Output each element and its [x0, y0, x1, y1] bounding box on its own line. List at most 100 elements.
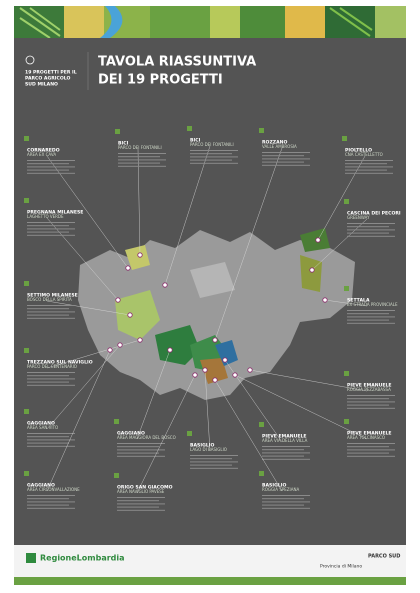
- project-icon: [24, 471, 29, 476]
- leader-line: [46, 300, 131, 316]
- text-line: [27, 314, 69, 316]
- text-line: [27, 222, 75, 223]
- text-line: [347, 407, 395, 409]
- project-name: GAGGIANO: [27, 421, 55, 427]
- text-line: [27, 504, 69, 506]
- text-line: [190, 150, 238, 151]
- text-line: [262, 152, 310, 153]
- text-line: [118, 165, 166, 167]
- text-line: [262, 155, 304, 157]
- project-icon: [344, 286, 349, 291]
- project-area: VALLE AMBROSIA: [262, 144, 297, 149]
- map-pin: [137, 337, 143, 343]
- region-logo: [26, 553, 36, 563]
- text-line: [190, 467, 238, 469]
- project-icon: [187, 431, 192, 436]
- text-line: [27, 507, 75, 509]
- project-name: TREZZANO SUL NAVIGLIO: [27, 360, 93, 366]
- text-line: [27, 501, 75, 503]
- leader-line: [46, 344, 121, 430]
- footer-strip: [14, 545, 406, 577]
- project-icon: [24, 348, 29, 353]
- text-line: [347, 229, 395, 231]
- project-icon: [24, 198, 29, 203]
- project-area: LAGO DI BASIGLIO: [190, 447, 227, 452]
- text-line: [345, 160, 393, 161]
- leader-line: [249, 369, 368, 392]
- project-area: CNA CASTELLETTO: [345, 152, 383, 157]
- text-line: [27, 498, 69, 500]
- text-line: [27, 317, 75, 319]
- map-pin: [232, 372, 238, 378]
- logo-icon: [25, 55, 35, 65]
- text-line: [27, 495, 75, 496]
- text-line: [117, 500, 159, 502]
- text-line: [190, 458, 232, 460]
- text-line: [347, 401, 395, 403]
- project-name: PIEVE EMANUELE: [262, 434, 307, 440]
- project-name: PIOLTELLO: [345, 148, 372, 154]
- project-area: ROGGIA PEZZABASSA: [347, 387, 391, 392]
- text-line: [27, 439, 75, 441]
- project-icon: [187, 126, 192, 131]
- map-pin: [212, 337, 218, 343]
- project-icon: [24, 136, 29, 141]
- text-line: [118, 153, 166, 154]
- top-band: [14, 6, 406, 39]
- text-line: [347, 226, 389, 228]
- leader-line: [136, 349, 171, 440]
- project-name: BICI: [190, 138, 201, 144]
- text-line: [347, 316, 395, 318]
- text-line: [27, 163, 69, 165]
- project-icon: [115, 129, 120, 134]
- text-line: [27, 166, 75, 168]
- project-name: GAGGIANO: [27, 483, 55, 489]
- project-area: PARCO DEI FONTANILI: [190, 142, 234, 147]
- text-line: [190, 461, 238, 463]
- project-area: LAGHETTO VERDE: [27, 214, 64, 219]
- project-area: AREA VIA DELLA VILLA: [262, 438, 308, 443]
- project-name: CORNAREDO: [27, 148, 60, 154]
- text-line: [262, 498, 304, 500]
- project-name: CASCINA DEI PECORI: [347, 211, 401, 217]
- text-line: [262, 158, 310, 160]
- map-pin: [322, 297, 328, 303]
- map-pin: [315, 237, 321, 243]
- project-name: ORIGO SAN GIACOMO: [117, 485, 173, 491]
- text-line: [27, 436, 69, 438]
- text-line: [347, 398, 389, 400]
- project-icon: [24, 409, 29, 414]
- text-line: [345, 172, 393, 174]
- text-line: [262, 164, 310, 166]
- leader-line: [234, 374, 368, 440]
- project-area: AREA CIRCONVALLAZIONE: [27, 487, 80, 492]
- text-line: [27, 305, 75, 306]
- text-line: [27, 172, 75, 174]
- text-line: [27, 384, 75, 386]
- project-area: AREA SAN VITO: [27, 425, 58, 430]
- title-line: DEI 19 PROGETTI: [98, 73, 223, 88]
- text-line: [345, 169, 387, 171]
- text-line: [27, 169, 69, 171]
- text-line: [117, 446, 159, 448]
- text-line: [262, 504, 304, 506]
- project-icon: [259, 422, 264, 427]
- text-line: [27, 445, 75, 447]
- leader-line: [164, 145, 211, 286]
- project-area: GREENWAY: [347, 215, 370, 220]
- title-line: TAVOLA RIASSUNTIVA: [98, 55, 256, 70]
- map-pin: [127, 312, 133, 318]
- park-name: PARCO SUD: [368, 554, 400, 560]
- text-line: [190, 455, 238, 456]
- leader-line: [46, 339, 141, 369]
- text-line: [347, 223, 395, 224]
- leader-line: [324, 299, 368, 307]
- text-line: [27, 228, 75, 230]
- text-line: [27, 375, 69, 377]
- project-name: PIEVE EMANUELE: [347, 383, 392, 389]
- text-line: [27, 378, 75, 380]
- map-pin: [107, 347, 113, 353]
- project-area: AREA TOLCINASCO: [347, 435, 385, 440]
- text-line: [262, 449, 304, 451]
- text-line: [347, 443, 395, 444]
